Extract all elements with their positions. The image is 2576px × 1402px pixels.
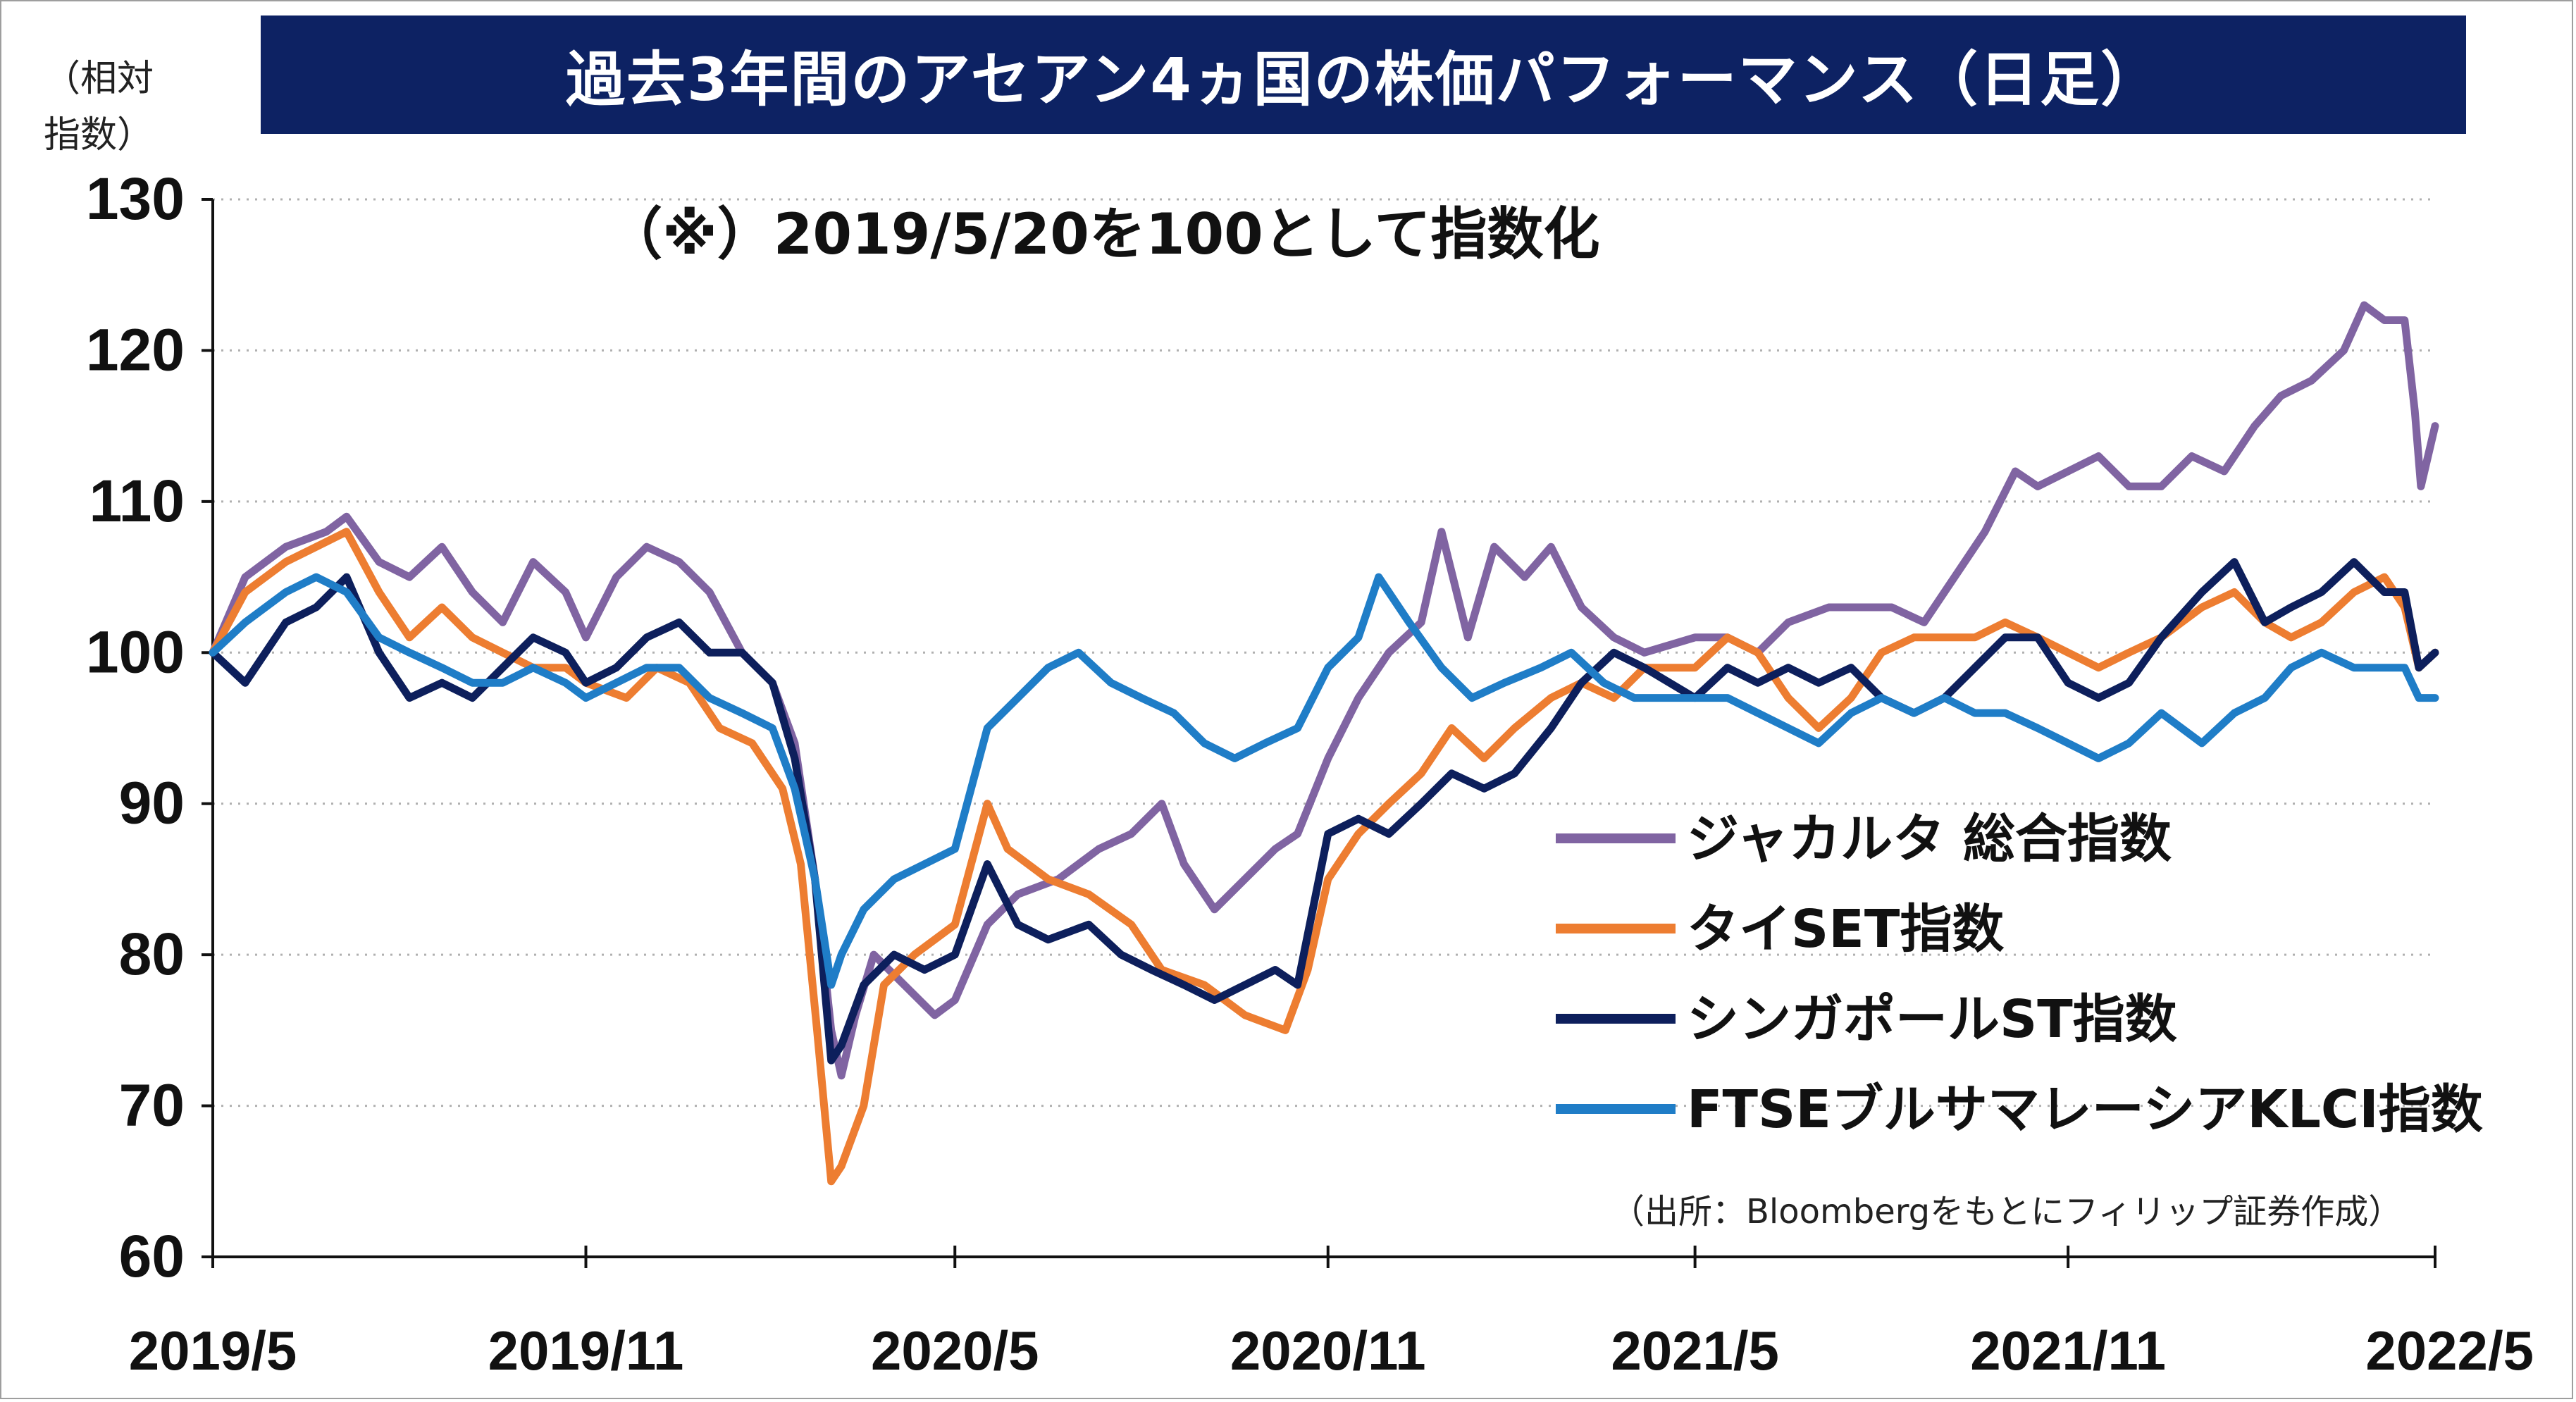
y-tick-label: 60: [119, 1223, 185, 1289]
x-tick-label: 2019/5: [129, 1320, 297, 1382]
y-tick-label: 130: [86, 166, 185, 232]
index-note: （※）2019/5/20を100として指数化: [606, 201, 1600, 267]
x-tick-label: 2020/11: [1230, 1320, 1426, 1382]
source-note: （出所：Bloombergをもとにフィリップ証券作成）: [1611, 1192, 2403, 1232]
series-line-3: [209, 573, 2439, 989]
series-line-0: [209, 301, 2439, 1080]
y-axis-label: （相対 指数）: [44, 51, 185, 163]
y-tick-label: 70: [119, 1072, 185, 1139]
y-axis-label-line-1: （相対: [44, 58, 154, 100]
chart-title: 過去3年間のアセアン4ヵ国の株価パフォーマンス（日足）: [565, 44, 2162, 114]
y-tick-label: 80: [119, 921, 185, 987]
x-tick-label: 2021/11: [1970, 1320, 2166, 1382]
legend-label-2: シンガポールST指数: [1687, 989, 2177, 1050]
chart-title-bar: 過去3年間のアセアン4ヵ国の株価パフォーマンス（日足）: [261, 15, 2466, 134]
legend-label-1: タイSET指数: [1687, 899, 2004, 960]
series-line-1: [209, 528, 2439, 1186]
x-tick-label: 2020/5: [871, 1320, 1039, 1382]
y-tick-label: 100: [86, 619, 185, 685]
y-axis-label-line-2: 指数）: [44, 114, 154, 156]
y-tick-label: 110: [89, 468, 185, 534]
y-tick-label: 90: [119, 770, 185, 836]
x-tick-label: 2019/11: [488, 1320, 684, 1382]
series-line-2: [209, 558, 2439, 1065]
x-tick-label: 2022/5: [2365, 1320, 2534, 1382]
legend-label-0: ジャカルタ 総合指数: [1687, 809, 2172, 869]
x-tick-label: 2021/5: [1611, 1320, 1779, 1382]
y-tick-label: 120: [86, 316, 185, 383]
legend-label-3: FTSEブルサマレーシアKLCI指数: [1687, 1079, 2483, 1140]
